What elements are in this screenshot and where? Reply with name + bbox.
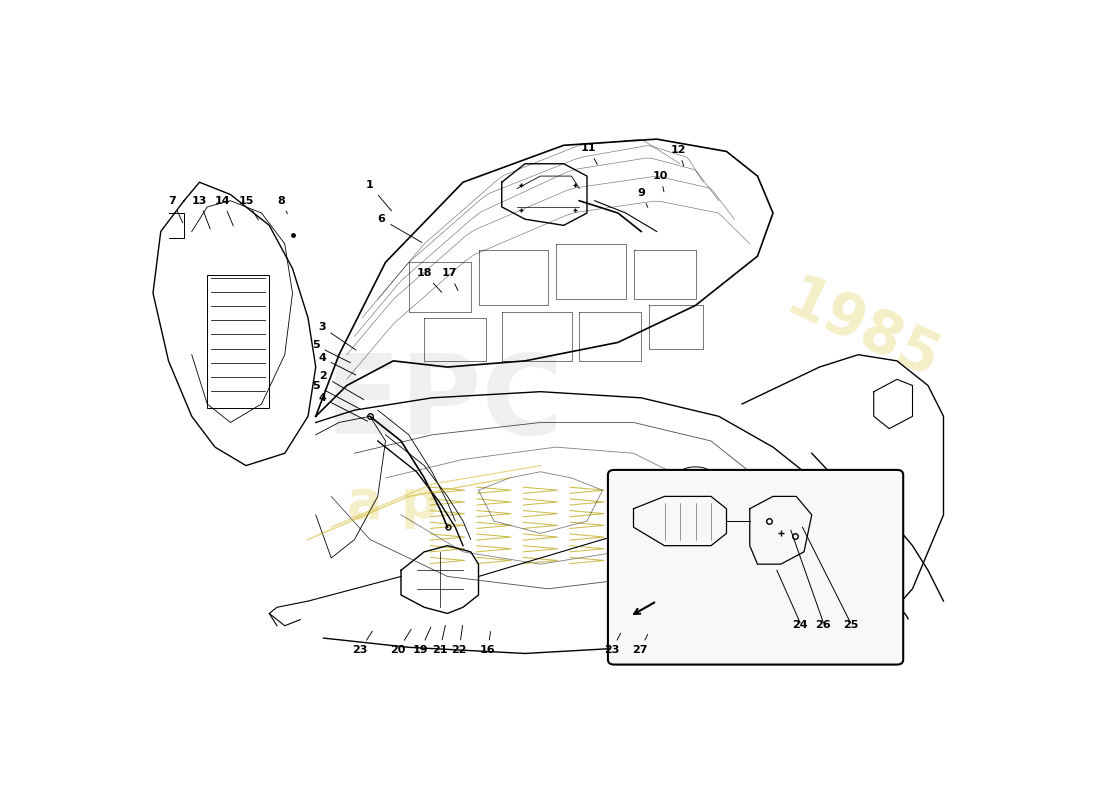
Text: 12: 12 xyxy=(671,146,686,166)
Text: a p: a p xyxy=(348,477,439,529)
Text: 23: 23 xyxy=(604,633,620,655)
Text: 20: 20 xyxy=(390,630,411,655)
Text: 22: 22 xyxy=(451,626,466,655)
Text: 13: 13 xyxy=(191,196,210,229)
Text: 21: 21 xyxy=(432,626,448,655)
Text: 11: 11 xyxy=(581,143,597,164)
Bar xyxy=(207,274,270,408)
Text: 8: 8 xyxy=(277,196,287,214)
Text: EPC: EPC xyxy=(324,350,564,458)
Text: 9: 9 xyxy=(637,188,648,207)
Text: 24: 24 xyxy=(792,619,807,630)
Text: 15: 15 xyxy=(239,196,258,220)
Text: 18: 18 xyxy=(417,269,442,292)
Text: 25: 25 xyxy=(843,619,858,630)
Text: 6: 6 xyxy=(377,214,421,242)
FancyBboxPatch shape xyxy=(608,470,903,665)
Text: 19: 19 xyxy=(412,627,431,655)
Text: 3: 3 xyxy=(318,322,356,350)
Text: 7: 7 xyxy=(168,196,183,223)
Text: 14: 14 xyxy=(214,196,233,226)
Text: 10: 10 xyxy=(653,171,669,192)
Text: 5: 5 xyxy=(312,381,360,409)
Text: 17: 17 xyxy=(442,269,458,290)
Text: 23: 23 xyxy=(352,631,373,655)
Text: 27: 27 xyxy=(631,634,648,655)
Text: 2: 2 xyxy=(320,371,364,399)
Text: 1985: 1985 xyxy=(777,270,948,390)
Text: 5: 5 xyxy=(312,341,351,362)
Text: 4: 4 xyxy=(318,393,367,422)
Text: 4: 4 xyxy=(318,353,356,375)
Text: 26: 26 xyxy=(815,619,832,630)
Text: 16: 16 xyxy=(480,631,496,655)
Text: 1: 1 xyxy=(366,180,392,211)
